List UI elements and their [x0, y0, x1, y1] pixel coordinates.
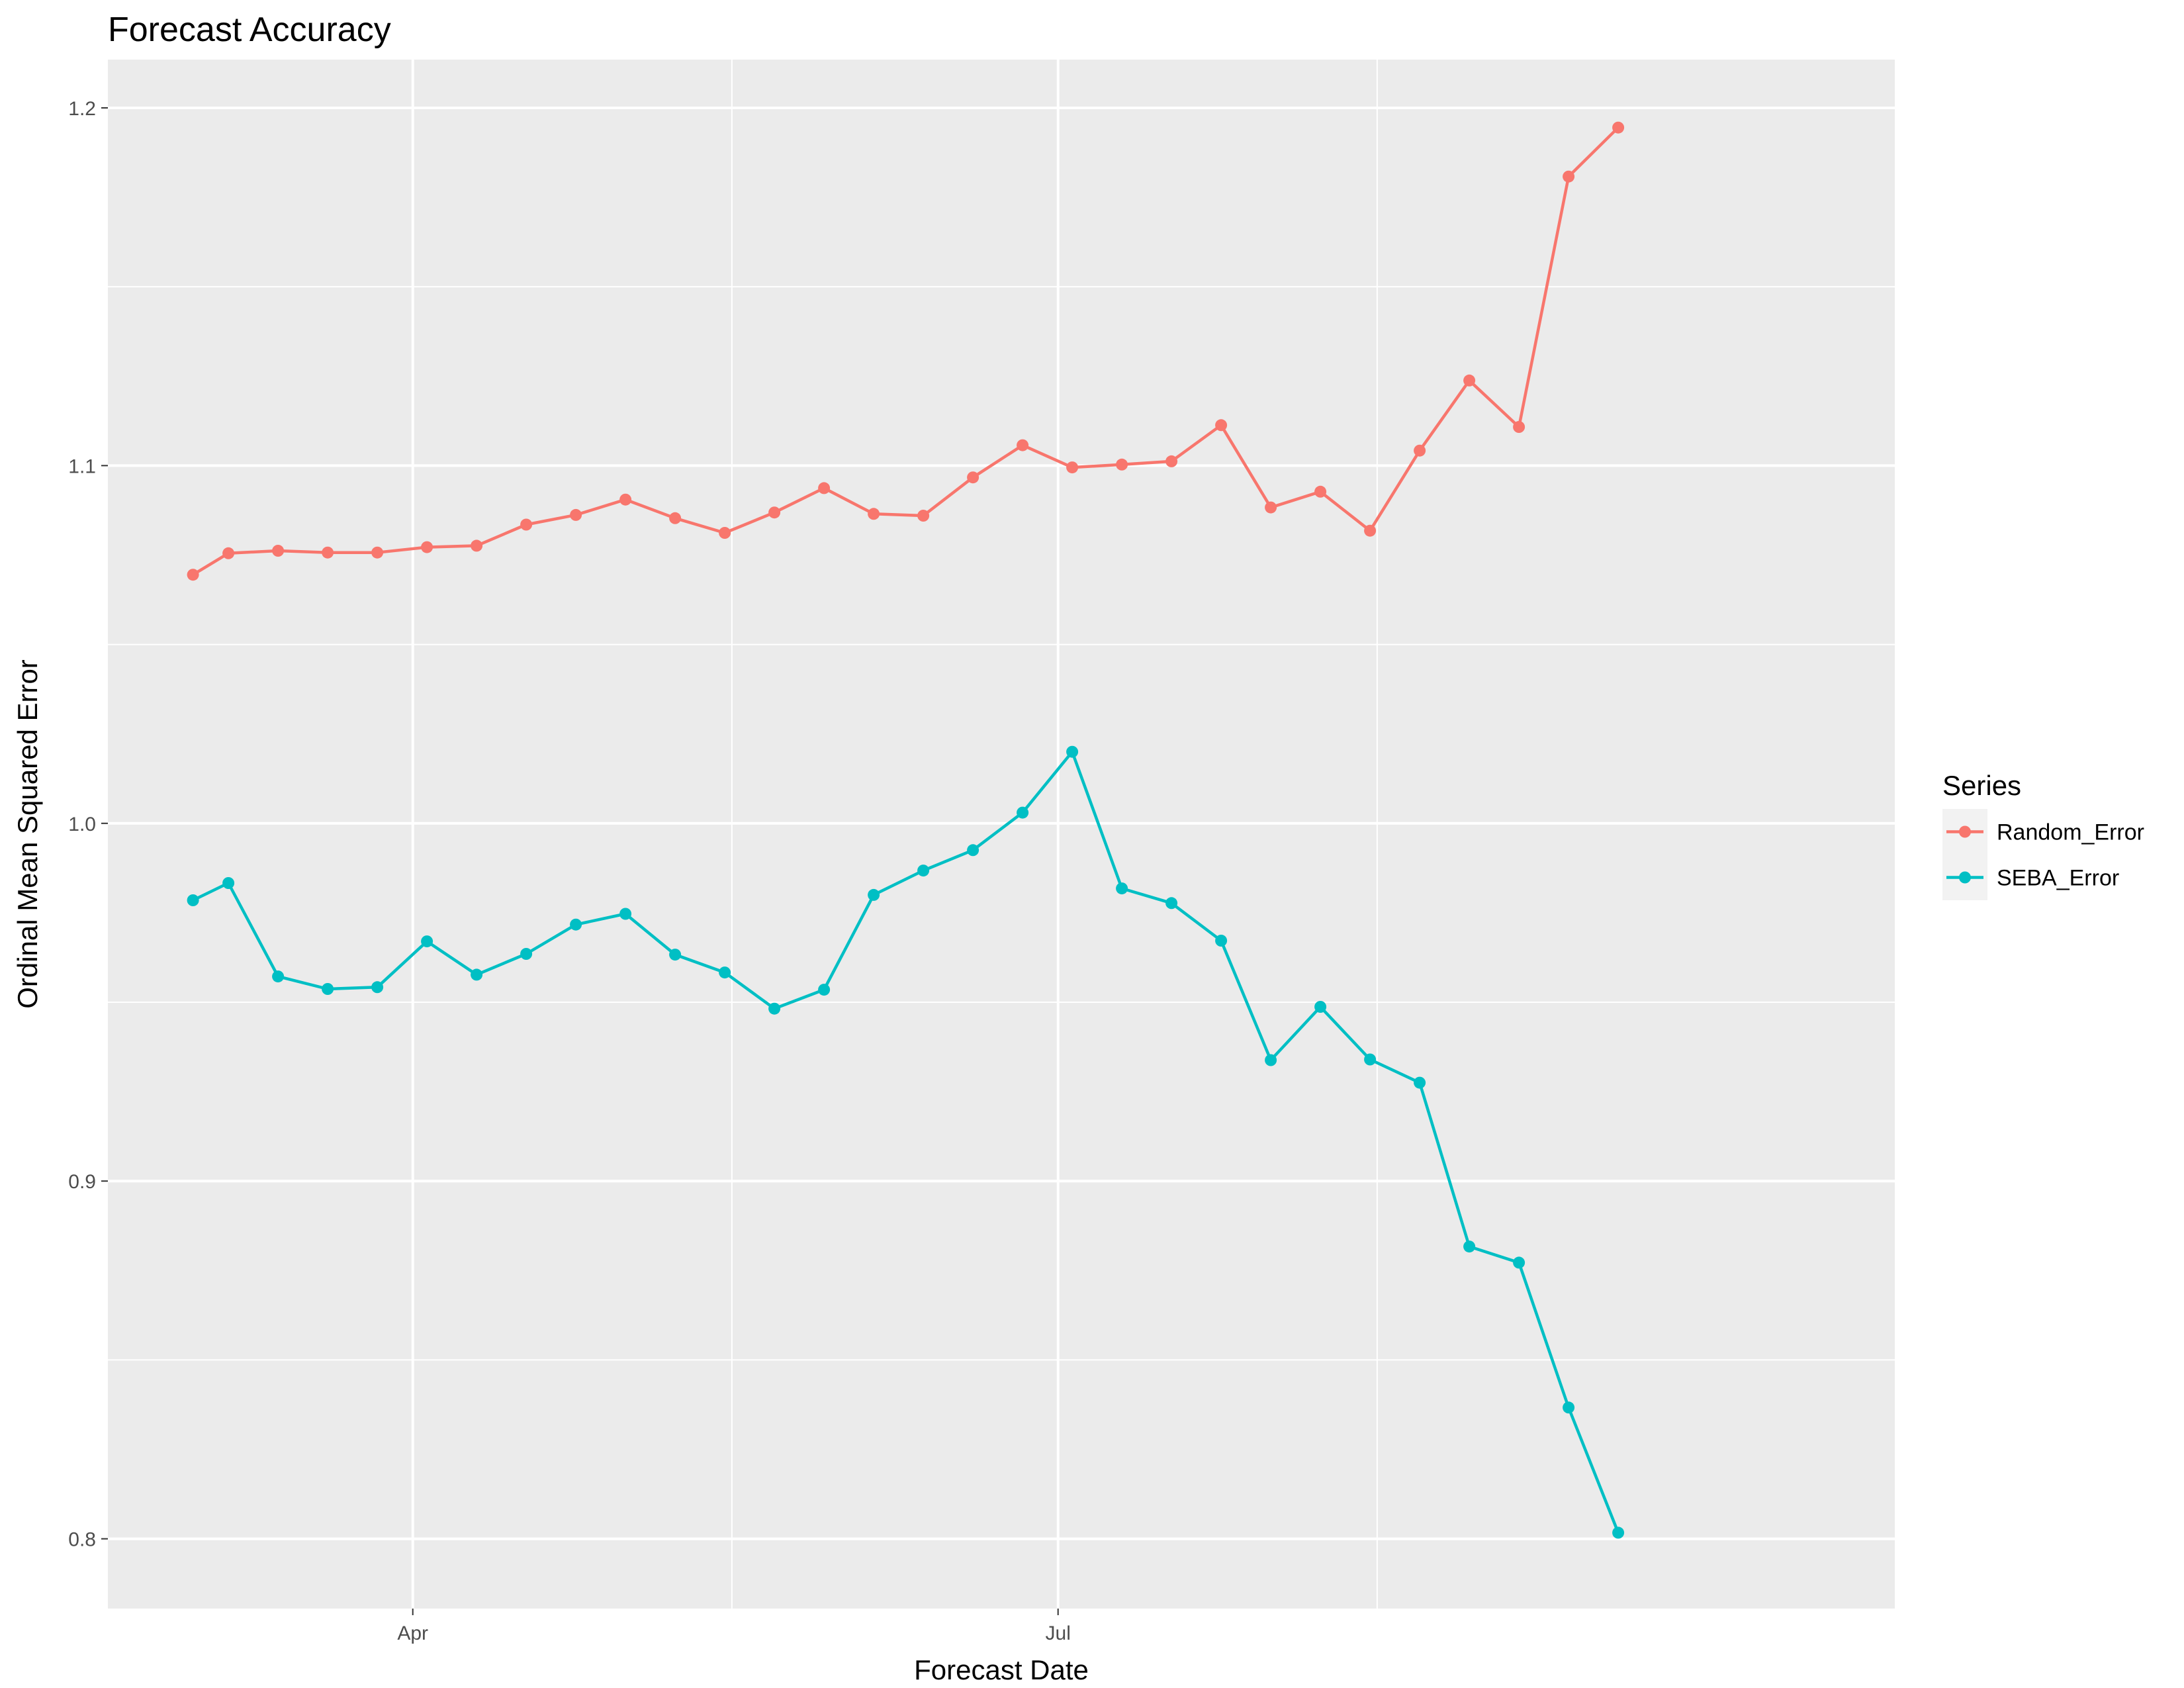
data-point-random-error — [1215, 419, 1228, 432]
data-point-random-error — [719, 527, 731, 539]
data-point-seba-error — [322, 983, 334, 995]
data-point-random-error — [1612, 121, 1625, 134]
data-point-seba-error — [222, 877, 235, 889]
data-point-seba-error — [1612, 1526, 1625, 1539]
data-point-random-error — [471, 539, 483, 552]
data-point-seba-error — [1116, 882, 1128, 895]
legend: Series Random_Error SEBA_Error — [1942, 770, 2144, 900]
data-point-random-error — [1563, 170, 1575, 183]
data-point-seba-error — [272, 970, 285, 983]
data-point-random-error — [272, 545, 285, 557]
data-point-seba-error — [868, 888, 880, 901]
data-point-seba-error — [1463, 1241, 1476, 1253]
data-point-seba-error — [1165, 897, 1178, 910]
series-line-random-error — [192, 126, 1619, 577]
data-point-random-error — [917, 510, 930, 522]
data-point-seba-error — [471, 968, 483, 981]
legend-item-random-error: Random_Error — [1942, 809, 2144, 855]
data-point-seba-error — [619, 908, 632, 920]
data-point-random-error — [768, 506, 781, 519]
data-point-seba-error — [1513, 1256, 1525, 1269]
legend-label: SEBA_Error — [1997, 866, 2119, 891]
data-point-seba-error — [371, 981, 384, 994]
data-point-seba-error — [967, 844, 979, 857]
data-point-random-error — [1165, 455, 1178, 467]
legend-label: Random_Error — [1997, 820, 2144, 845]
data-point-seba-error — [421, 935, 433, 948]
legend-key-point — [1959, 825, 1971, 838]
data-point-random-error — [1364, 524, 1377, 537]
chart-title: Forecast Accuracy — [108, 11, 391, 49]
data-point-random-error — [868, 508, 880, 520]
data-point-random-error — [669, 512, 682, 524]
data-point-seba-error — [1364, 1053, 1377, 1066]
data-point-seba-error — [719, 966, 731, 979]
data-point-random-error — [818, 482, 831, 494]
data-point-seba-error — [187, 894, 199, 906]
data-point-random-error — [1463, 374, 1476, 387]
data-point-seba-error — [1215, 935, 1228, 947]
series-layer — [187, 121, 1625, 1539]
y-tick-label: 0.9 — [68, 1171, 96, 1193]
data-point-seba-error — [768, 1002, 781, 1015]
y-tick-label: 1.1 — [68, 455, 96, 477]
data-point-random-error — [187, 569, 199, 581]
data-point-seba-error — [917, 865, 930, 877]
axis-ticks — [101, 107, 1059, 1615]
data-point-random-error — [1017, 439, 1029, 451]
y-axis-title: Ordinal Mean Squared Error — [12, 659, 43, 1009]
y-tick-label: 1.2 — [68, 98, 96, 120]
data-point-seba-error — [1066, 745, 1079, 758]
data-point-seba-error — [669, 949, 682, 961]
y-tick-label: 0.8 — [68, 1529, 96, 1551]
data-point-random-error — [570, 508, 582, 521]
data-point-seba-error — [1414, 1076, 1426, 1089]
series-line-seba-error — [192, 750, 1620, 1534]
x-tick-label: Apr — [397, 1622, 428, 1644]
y-tick-labels: 0.8 0.9 1.0 1.1 1.2 — [68, 98, 96, 1551]
data-point-random-error — [619, 493, 632, 506]
legend-title: Series — [1942, 770, 2021, 801]
series-random-error — [187, 121, 1625, 581]
data-point-random-error — [222, 547, 235, 559]
data-point-seba-error — [1017, 806, 1029, 819]
x-axis-title: Forecast Date — [914, 1654, 1089, 1685]
data-point-random-error — [322, 546, 334, 559]
legend-item-seba-error: SEBA_Error — [1942, 855, 2119, 900]
data-point-random-error — [967, 471, 979, 484]
legend-items: Random_Error SEBA_Error — [1942, 809, 2144, 900]
data-point-seba-error — [818, 984, 831, 996]
minor-gridlines — [108, 60, 1895, 1609]
data-point-random-error — [421, 541, 433, 553]
data-point-random-error — [1265, 501, 1277, 514]
data-point-seba-error — [520, 948, 533, 960]
x-tick-label: Jul — [1046, 1622, 1071, 1644]
plot-panel — [108, 60, 1895, 1609]
data-point-seba-error — [1265, 1054, 1277, 1066]
data-point-random-error — [371, 546, 384, 559]
legend-key-point — [1959, 871, 1971, 884]
data-point-random-error — [1513, 421, 1525, 433]
data-point-seba-error — [1314, 1001, 1327, 1013]
y-tick-label: 1.0 — [68, 814, 96, 835]
data-point-seba-error — [570, 918, 582, 931]
data-point-seba-error — [1563, 1401, 1575, 1414]
data-point-random-error — [1414, 444, 1426, 457]
data-point-random-error — [1116, 458, 1128, 471]
series-seba-error — [187, 745, 1625, 1539]
x-tick-labels: Apr Jul — [397, 1622, 1071, 1644]
data-point-random-error — [1314, 485, 1327, 498]
data-point-random-error — [520, 518, 533, 531]
major-gridlines — [108, 60, 1895, 1609]
data-point-random-error — [1066, 461, 1079, 474]
